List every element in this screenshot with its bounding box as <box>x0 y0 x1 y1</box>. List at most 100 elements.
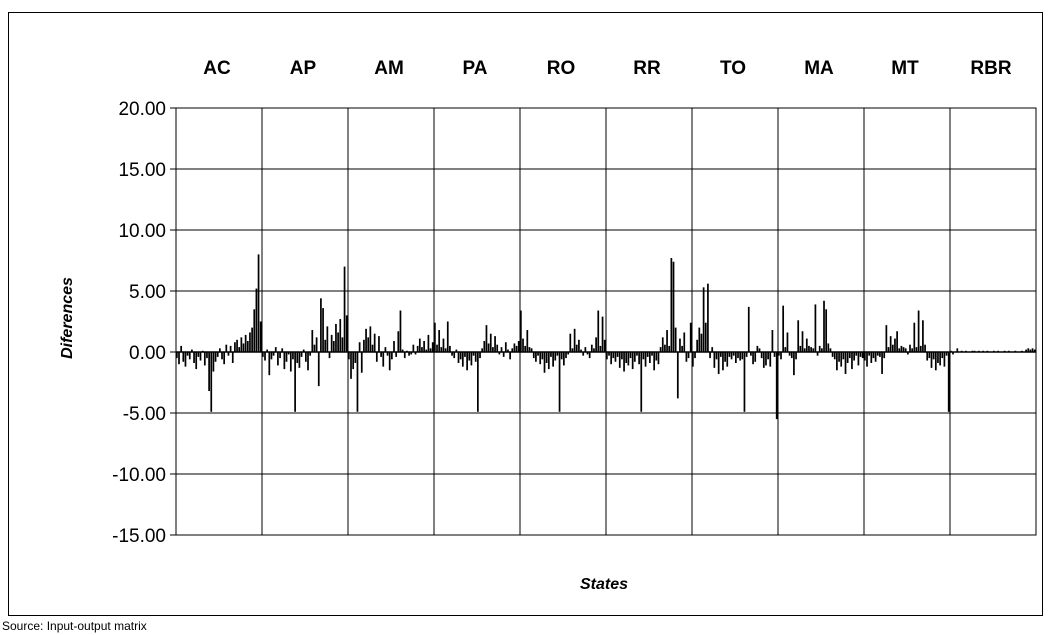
bar <box>343 266 346 352</box>
bar <box>513 343 516 352</box>
bar <box>825 309 828 352</box>
y-tick-label: 15.00 <box>118 160 166 181</box>
bar <box>302 349 305 352</box>
bar <box>642 352 645 360</box>
bar <box>676 352 679 399</box>
bar <box>745 352 748 357</box>
category-label: MA <box>804 58 834 79</box>
bar <box>793 352 795 376</box>
bar <box>300 352 303 357</box>
bar <box>378 336 380 352</box>
bar <box>788 352 791 356</box>
bar <box>644 352 647 367</box>
bar <box>203 352 206 366</box>
bar <box>489 333 492 352</box>
bar <box>868 352 871 356</box>
bar <box>431 342 434 352</box>
bar <box>320 298 322 352</box>
bar <box>838 352 840 362</box>
bar <box>739 352 742 361</box>
bar <box>756 345 759 352</box>
bar <box>593 348 595 352</box>
bar <box>176 352 178 359</box>
bar <box>352 352 355 370</box>
bar <box>216 352 219 357</box>
bar <box>664 344 666 352</box>
bar <box>730 352 733 360</box>
bar <box>515 345 518 352</box>
bar <box>855 352 858 356</box>
category-label: AM <box>374 58 404 79</box>
bar <box>934 352 937 371</box>
bar <box>965 350 967 352</box>
bar <box>879 352 881 357</box>
bar <box>528 347 531 352</box>
bar <box>449 345 451 352</box>
bar <box>575 344 578 352</box>
bar <box>952 352 954 355</box>
bar <box>898 348 901 352</box>
bar <box>567 352 570 355</box>
bar <box>283 352 286 370</box>
bar <box>814 304 817 352</box>
bar <box>595 337 597 352</box>
bar <box>560 352 563 360</box>
y-tick-label: 0.00 <box>129 343 166 364</box>
bar <box>210 352 213 412</box>
bar <box>313 344 316 352</box>
bar <box>502 352 505 357</box>
bar <box>917 310 920 352</box>
bar <box>754 352 757 362</box>
bar <box>332 341 335 352</box>
bar <box>894 338 896 352</box>
bar <box>709 352 711 359</box>
bar <box>986 350 989 352</box>
bar <box>818 345 821 352</box>
bar <box>840 352 843 367</box>
bar <box>907 352 909 355</box>
bar <box>668 345 671 352</box>
bar <box>752 352 754 365</box>
bar <box>728 352 731 357</box>
bar <box>939 352 941 366</box>
bar <box>586 352 589 355</box>
bar <box>930 352 933 368</box>
bar <box>629 352 632 359</box>
bar <box>206 352 208 359</box>
bar <box>711 347 714 352</box>
bar <box>367 337 370 352</box>
bar <box>590 344 593 352</box>
bar <box>412 344 415 352</box>
bar <box>765 352 767 366</box>
bar <box>188 352 191 360</box>
bar <box>971 350 974 352</box>
bar <box>874 352 877 362</box>
bar <box>993 350 995 352</box>
bar <box>457 352 460 363</box>
bar <box>674 327 677 352</box>
bar <box>997 350 1000 352</box>
bar <box>782 305 785 352</box>
bar <box>259 321 262 352</box>
bar <box>670 258 673 352</box>
bar <box>249 332 251 352</box>
bar <box>270 352 273 360</box>
bar <box>244 334 247 352</box>
bar <box>375 352 378 362</box>
category-label: AC <box>203 58 231 79</box>
bar <box>481 348 484 352</box>
bar <box>492 347 494 352</box>
bar <box>599 345 602 352</box>
bar <box>623 352 625 372</box>
bar <box>891 344 894 352</box>
bar <box>646 352 649 357</box>
bar <box>558 352 561 412</box>
category-label: RO <box>547 58 576 79</box>
bar <box>408 352 410 356</box>
bar <box>341 337 344 352</box>
y-tick-label: -10.00 <box>112 465 166 486</box>
bar <box>479 352 481 359</box>
bar <box>780 352 782 360</box>
bar <box>655 352 658 361</box>
bar <box>236 339 238 352</box>
